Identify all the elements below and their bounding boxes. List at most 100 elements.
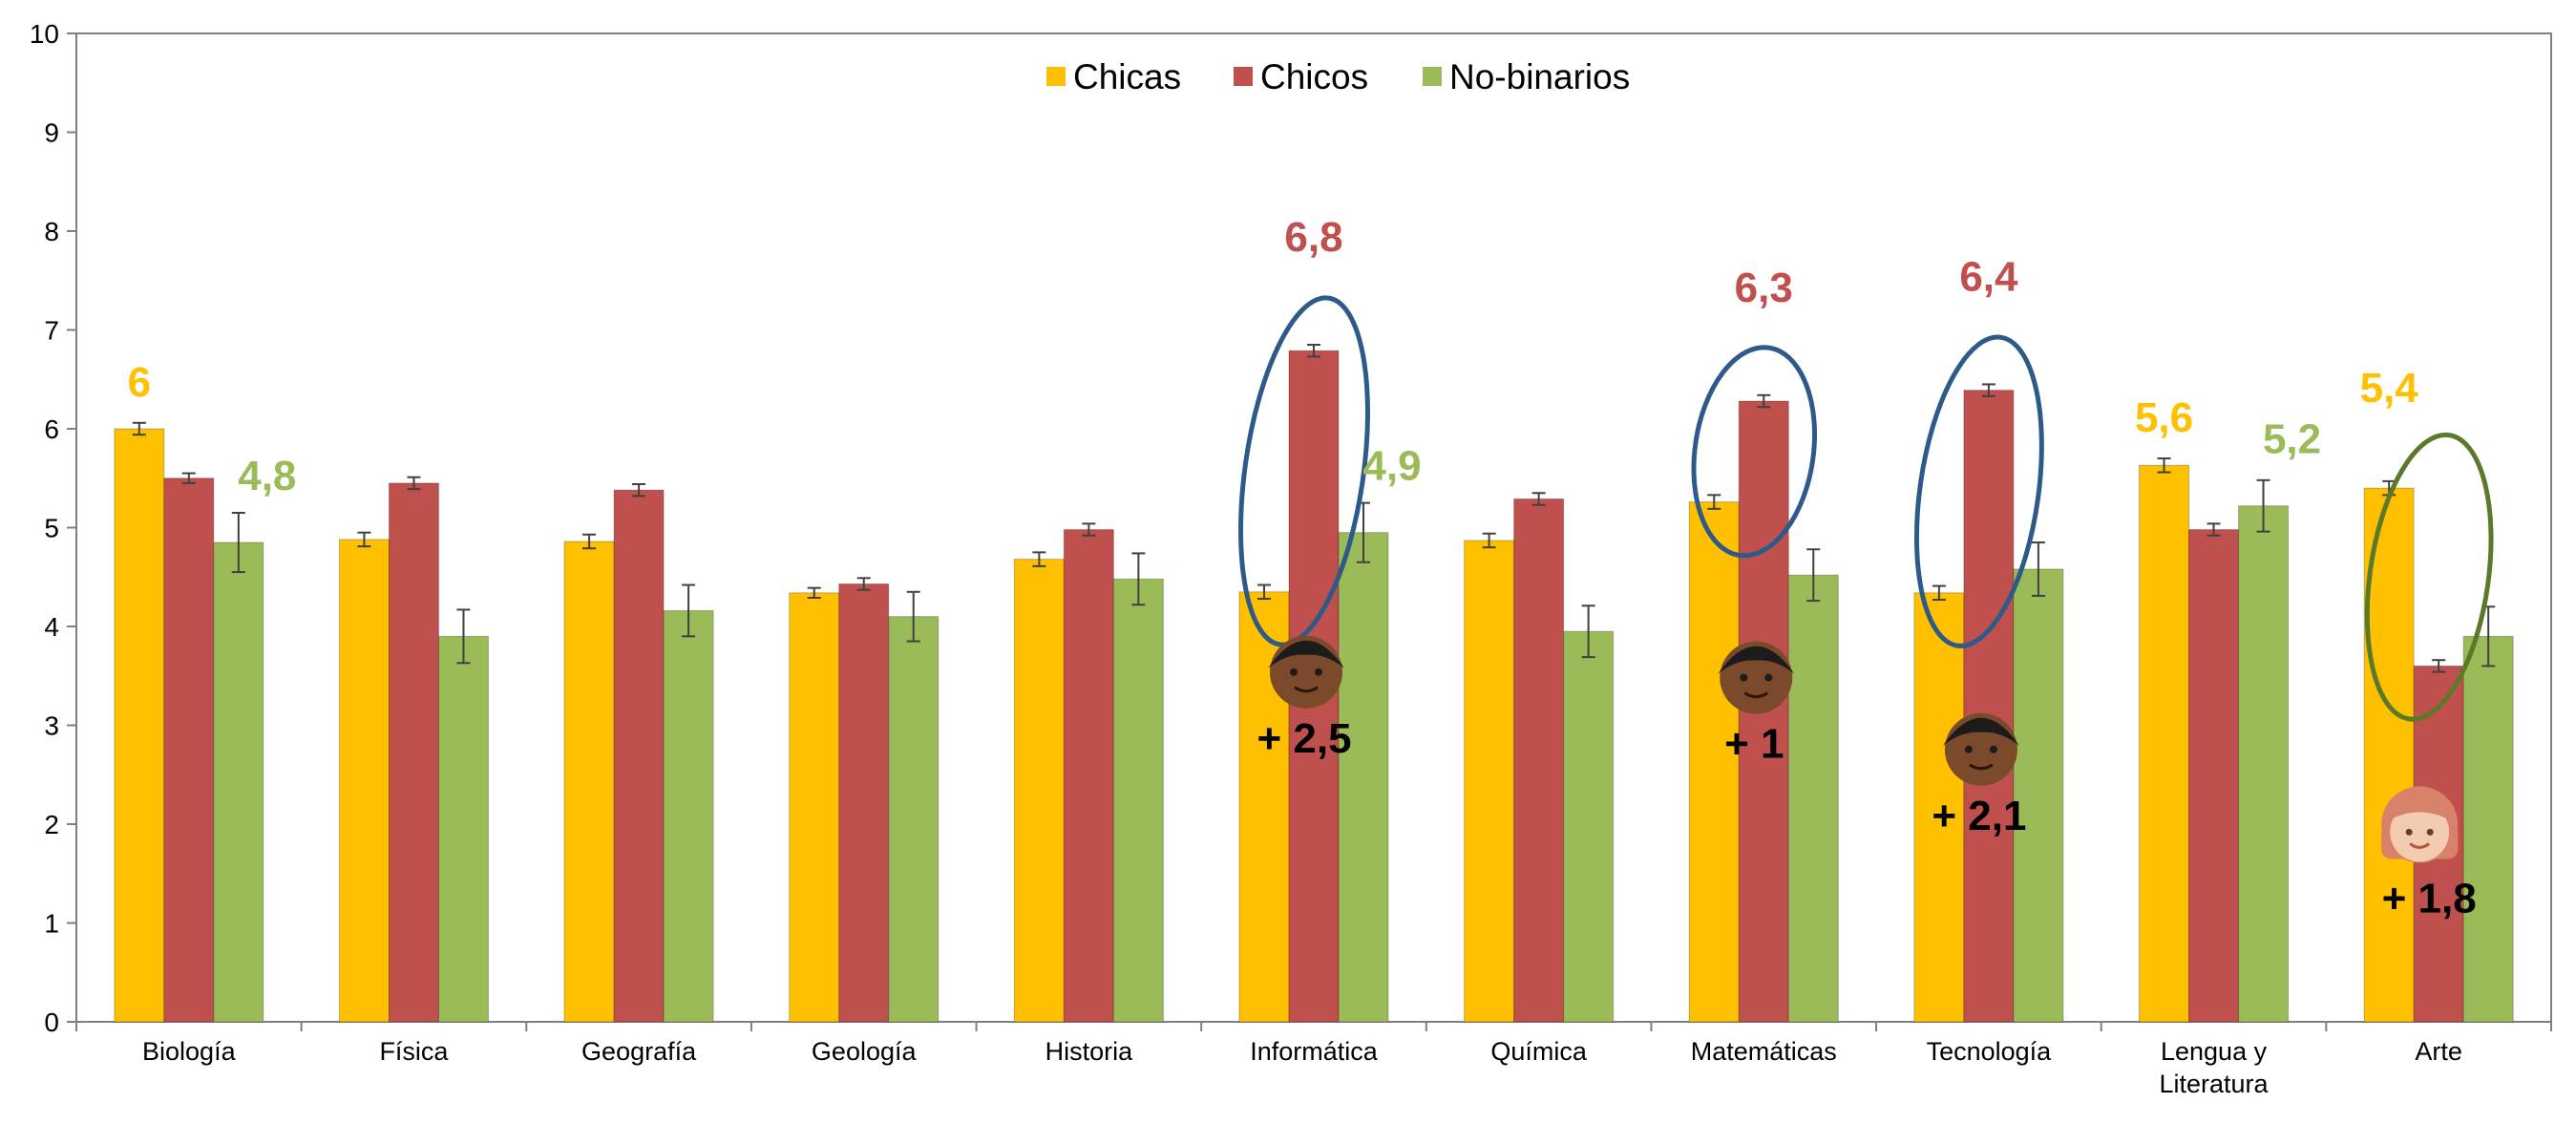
x-tick-label-geografia: Geografía [581, 1037, 697, 1066]
error-bar-no-binarios-matematicas [1806, 548, 1821, 603]
value-label-informatica-no-binarios: 4,9 [1362, 443, 1421, 490]
error-bar-chicas-matematicas [1707, 494, 1721, 510]
y-tick-label: 10 [30, 19, 59, 49]
bar-no-binarios-arte [2462, 635, 2514, 1023]
error-bar-no-binarios-historia [1131, 552, 1146, 606]
x-tick-label-arte: Arte [2415, 1037, 2462, 1066]
error-bar-chicos-geografia [632, 482, 646, 498]
bar-chicas-lengua-y-literatura [2139, 464, 2190, 1023]
value-label-lengua-y-literatura-chicas: 5,6 [2135, 394, 2193, 441]
error-bar-chicos-lengua-y-literatura [2206, 522, 2221, 537]
x-tick-label-fisica: Física [379, 1037, 449, 1066]
error-bar-chicos-tecnologia [1981, 383, 1995, 397]
difference-label-informatica: + 2,5 [1256, 715, 1351, 762]
bar-chicas-tecnologia [1913, 592, 1965, 1023]
category-labels: Biología Física Geografía Geología Historia I… [142, 1037, 2462, 1098]
legend-label: No-binarios [1449, 57, 1630, 96]
error-bar-chicos-fisica [407, 476, 421, 491]
legend-item-chicos: Chicos [1234, 57, 1368, 96]
value-label-tecnologia-chicos: 6,4 [1959, 253, 2018, 300]
legend-swatch [1046, 67, 1066, 86]
highlight-ellipse-tecnologia [1913, 334, 2044, 648]
y-tick-label: 0 [44, 1007, 59, 1037]
highlight-ellipse-informatica [1238, 295, 1370, 647]
legend-item-chicas: Chicas [1046, 57, 1181, 96]
bar-chicas-fisica [338, 539, 390, 1023]
error-bar-no-binarios-geografia [682, 583, 696, 638]
value-label-biologia-chicas: 6 [128, 359, 151, 406]
highlight-ellipse-arte [2364, 432, 2494, 722]
bar-chicos-biologia [163, 477, 215, 1023]
value-label-lengua-y-literatura-no-binarios: 5,2 [2263, 416, 2321, 463]
error-bar-chicas-biologia [132, 421, 146, 436]
error-bars [132, 344, 2496, 673]
bar-no-binarios-historia [1112, 578, 1164, 1023]
value-label-matematicas-chicos: 6,3 [1735, 265, 1793, 311]
difference-label-arte: + 1,8 [2382, 875, 2477, 922]
y-tick-label: 3 [44, 711, 59, 741]
error-bar-no-binarios-geologia [906, 590, 920, 643]
error-bar-chicas-quimica [1482, 532, 1496, 549]
error-bar-chicas-fisica [357, 531, 371, 548]
bar-chicos-geologia [838, 583, 890, 1023]
difference-label-matematicas: + 1 [1724, 721, 1784, 768]
y-tick-label: 5 [44, 514, 59, 543]
bar-chicos-lengua-y-literatura [2188, 529, 2240, 1023]
error-bar-chicos-informatica [1307, 344, 1320, 358]
annotations: 6 4,8 6,8 4,9 6,3 6,4 5,6 5,2 5,4 + 2,5 + 1 + 2,1 + … [128, 214, 2494, 922]
legend: Chicas Chicos No-binarios [1046, 57, 1630, 96]
x-tick-label-informatica: Informática [1250, 1037, 1379, 1066]
error-bar-chicos-geologia [856, 577, 871, 591]
bar-chicas-biologia [114, 428, 165, 1023]
bar-chicas-matematicas [1688, 501, 1740, 1023]
bar-no-binarios-tecnologia [2013, 568, 2064, 1023]
error-bar-no-binarios-quimica [1581, 604, 1595, 659]
x-tick-label-matematicas: Matemáticas [1691, 1037, 1837, 1066]
difference-label-tecnologia: + 2,1 [1932, 793, 2026, 839]
boy-face-icon [1268, 635, 1344, 709]
value-label-biologia-no-binarios: 4,8 [238, 453, 296, 499]
error-bar-chicas-lengua-y-literatura [2157, 457, 2171, 474]
error-bar-chicos-biologia [181, 472, 196, 484]
bar-chicas-geologia [789, 592, 840, 1023]
bar-chicos-quimica [1513, 498, 1565, 1023]
boy-face-icon [1942, 712, 2019, 786]
bar-no-binarios-geografia [663, 609, 714, 1023]
boy-face-icon [1718, 641, 1795, 714]
error-bar-no-binarios-tecnologia [2031, 541, 2045, 597]
y-tick-label: 6 [44, 414, 59, 444]
error-bar-chicas-informatica [1257, 583, 1271, 601]
legend-swatch [1423, 67, 1442, 86]
y-tick-label: 8 [44, 217, 59, 246]
x-tick-label-biologia: Biología [142, 1037, 237, 1066]
error-bar-no-binarios-fisica [456, 608, 471, 665]
error-bar-chicas-tecnologia [1932, 584, 1946, 602]
error-bar-chicos-quimica [1531, 492, 1546, 506]
error-bar-chicos-matematicas [1757, 393, 1771, 409]
bar-no-binarios-informatica [1338, 532, 1389, 1023]
error-bar-no-binarios-biologia [231, 511, 245, 574]
bar-no-binarios-biologia [213, 541, 264, 1023]
girl-face-icon [2381, 786, 2459, 863]
bar-chicos-geografia [613, 489, 665, 1023]
bar-chicos-historia [1063, 529, 1114, 1023]
error-bar-no-binarios-lengua-y-literatura [2256, 478, 2270, 533]
bar-no-binarios-fisica [437, 635, 489, 1023]
y-tick-label: 2 [44, 810, 59, 839]
error-bar-chicos-historia [1082, 522, 1096, 537]
bar-chicas-historia [1013, 559, 1065, 1023]
x-tick-label-historia: Historia [1045, 1037, 1134, 1066]
y-tick-label: 1 [44, 909, 59, 939]
bar-no-binarios-matematicas [1787, 574, 1839, 1023]
x-tick-label-tecnologia: Tecnología [1927, 1037, 2053, 1066]
bar-chicos-tecnologia [1963, 390, 2015, 1023]
bar-chicas-arte [2363, 487, 2415, 1023]
bar-chicos-fisica [388, 482, 439, 1023]
error-bar-chicas-geologia [807, 586, 821, 599]
bar-chicas-quimica [1464, 540, 1515, 1023]
legend-item-no-binarios: No-binarios [1423, 57, 1630, 96]
bars [114, 350, 2514, 1023]
y-tick-label: 9 [44, 118, 59, 148]
x-tick-label-quimica: Química [1490, 1037, 1588, 1066]
